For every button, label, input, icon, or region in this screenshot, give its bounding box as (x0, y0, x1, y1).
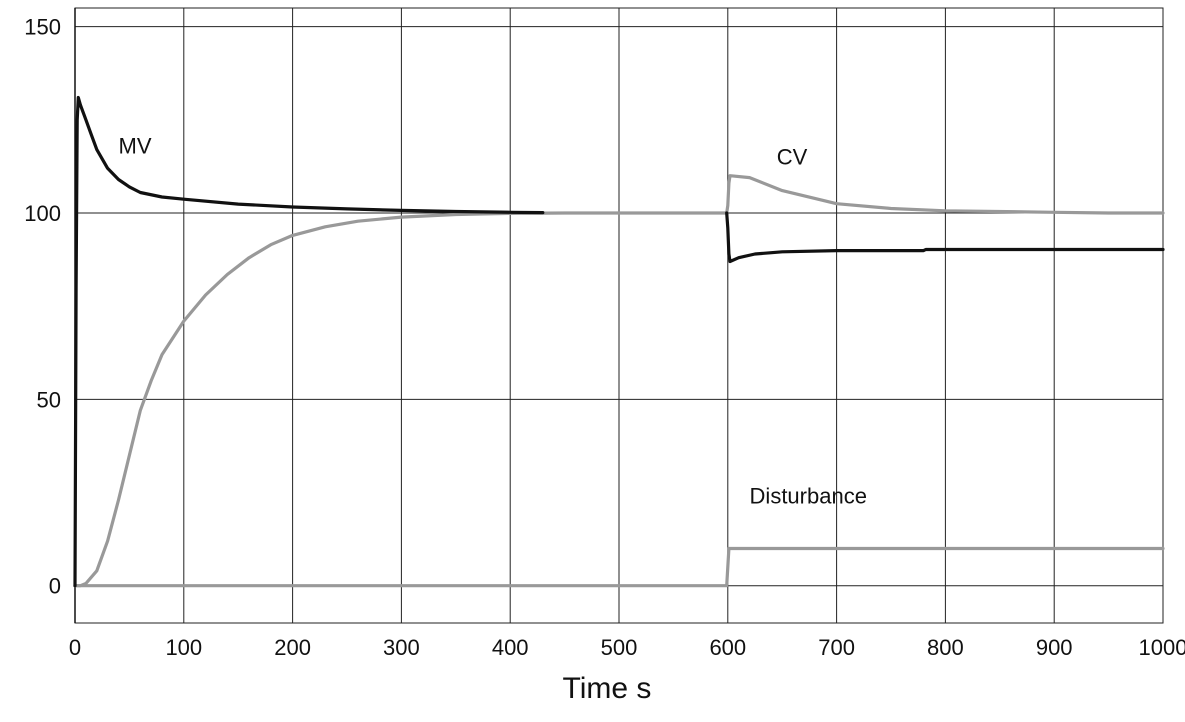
x-tick-label: 700 (818, 635, 855, 660)
x-tick-labels: 0 100 200 300 400 500 600 700 800 900 1000 (69, 635, 1185, 660)
series-line-mv (73, 95, 545, 588)
x-tick-label: 300 (383, 635, 420, 660)
y-tick-label: 100 (24, 201, 61, 226)
x-tick-label: 100 (165, 635, 202, 660)
x-tick-label: 1000 (1139, 635, 1185, 660)
y-tick-label: 50 (37, 387, 61, 412)
series-line-mv-after-disturbance (725, 211, 1165, 264)
y-tick-label: 150 (24, 15, 61, 40)
series-label-disturbance: Disturbance (750, 484, 867, 509)
grid (74, 7, 1164, 624)
x-tick-label: 200 (274, 635, 311, 660)
y-tick-label: 0 (49, 574, 61, 599)
series-label-cv: CV (777, 145, 808, 170)
series-line-cv (73, 174, 1165, 588)
x-axis-title: Time s (563, 672, 652, 705)
x-tick-label: 900 (1036, 635, 1073, 660)
y-tick-labels: 0 50 100 150 (24, 15, 61, 599)
series-label-mv: MV (119, 133, 152, 158)
x-tick-label: 600 (709, 635, 746, 660)
x-tick-label: 500 (601, 635, 638, 660)
series-labels: MV CV Disturbance (119, 133, 867, 508)
x-tick-label: 400 (492, 635, 529, 660)
series-line-disturbance (73, 546, 1165, 588)
series-lines (73, 95, 1165, 588)
x-tick-label: 0 (69, 635, 81, 660)
x-tick-label: 800 (927, 635, 964, 660)
